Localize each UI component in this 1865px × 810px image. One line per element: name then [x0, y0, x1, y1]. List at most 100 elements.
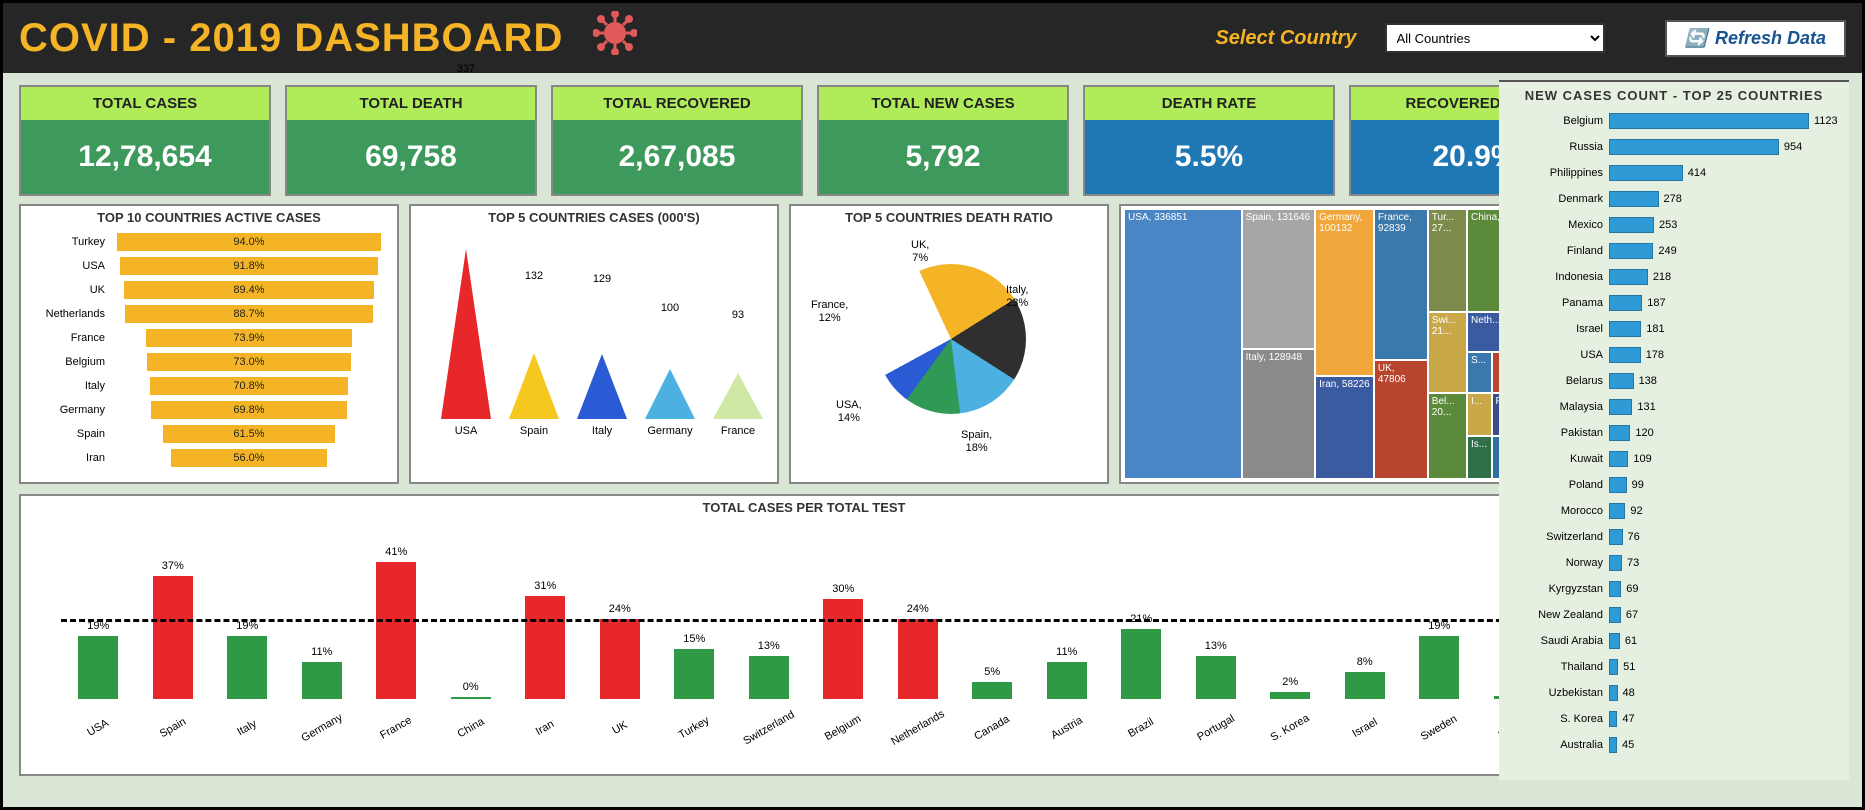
cone: 100Germany [645, 369, 695, 419]
bar-value: 67 [1621, 609, 1638, 621]
bar-value: 109 [1628, 453, 1651, 465]
bar-label: Portugal [1178, 703, 1253, 753]
country-label: Switzerland [1499, 531, 1609, 543]
country-label: France [29, 332, 109, 344]
bar-value: 70.8% [233, 380, 264, 392]
new-case-row: Finland 249 [1499, 239, 1849, 263]
bar [1609, 139, 1779, 155]
bar-value: 120 [1630, 427, 1653, 439]
refresh-button[interactable]: 🔄 Refresh Data [1665, 20, 1846, 57]
new-case-row: Philippines 414 [1499, 161, 1849, 185]
pie-label: USA,14% [836, 399, 862, 425]
refresh-label: Refresh Data [1715, 28, 1826, 49]
bar: 70.8% [150, 377, 348, 395]
country-select[interactable]: All Countries [1385, 23, 1605, 53]
new-case-row: Morocco92 [1499, 499, 1849, 523]
bar [1609, 269, 1648, 285]
country-label: Philippines [1499, 167, 1609, 179]
country-label: Kyrgyzstan [1499, 583, 1609, 595]
bar: 73.0% [147, 353, 351, 371]
kpi-value: 69,758 [287, 120, 535, 194]
bar-value: 954 [1779, 141, 1802, 153]
active-case-row: USA91.8% [29, 255, 389, 277]
country-label: Pakistan [1499, 427, 1609, 439]
bar-label: Netherlands [880, 703, 955, 753]
bar-value: 45 [1617, 739, 1634, 751]
virus-icon [593, 11, 637, 65]
test-bar: 30%Belgium [823, 599, 863, 699]
bar: 56.0% [171, 449, 328, 467]
country-label: Germany [29, 404, 109, 416]
treemap-cell: Spain, 131646 [1242, 209, 1316, 349]
bar-value: 278 [1659, 193, 1682, 205]
treemap-cell: Is... [1467, 436, 1492, 479]
total-test-title: TOTAL CASES PER TOTAL TEST [21, 496, 1587, 519]
test-bar: 24%UK [600, 619, 640, 699]
refresh-icon: 🔄 [1685, 28, 1707, 49]
bar-value: 414 [1683, 167, 1706, 179]
bar-value: 61 [1620, 635, 1637, 647]
country-label: Belgium [29, 356, 109, 368]
new-case-row: Belarus138 [1499, 369, 1849, 393]
bar-value: 37% [153, 560, 193, 572]
treemap-cell: Iran, 58226 [1315, 376, 1374, 479]
top5-cases-title: TOP 5 COUNTRIES CASES (000'S) [411, 206, 777, 229]
bar-value: 249 [1653, 245, 1676, 257]
treemap-cell: Tur... 27... [1428, 209, 1467, 312]
new-case-row: Poland 99 [1499, 473, 1849, 497]
bar-value: 76 [1623, 531, 1640, 543]
country-label: S. Korea [1499, 713, 1609, 725]
pie-label: Spain,18% [961, 429, 992, 455]
country-label: Poland [1499, 479, 1609, 491]
new-case-row: New Zealand 67 [1499, 603, 1849, 627]
cone: 93France [713, 372, 763, 419]
bar [1609, 113, 1809, 129]
bar: 69.8% [151, 401, 346, 419]
country-label: Morocco [1499, 505, 1609, 517]
bar: 73.9% [146, 329, 353, 347]
bar-value: 24% [600, 603, 640, 615]
bar [1609, 425, 1630, 441]
country-label: Thailand [1499, 661, 1609, 673]
bar-value: 69.8% [233, 404, 264, 416]
bar-label: France [359, 703, 434, 753]
test-bar: 19%Sweden [1419, 636, 1459, 699]
country-label: Panama [1499, 297, 1609, 309]
top10-active-panel: TOP 10 COUNTRIES ACTIVE CASES Turkey94.0… [19, 204, 399, 484]
active-case-row: Spain61.5% [29, 423, 389, 445]
new-case-row: Mexico253 [1499, 213, 1849, 237]
bar [1609, 451, 1628, 467]
new-case-row: USA178 [1499, 343, 1849, 367]
new-case-row: Israel181 [1499, 317, 1849, 341]
bar-value: 13% [1196, 640, 1236, 652]
bar-value: 253 [1654, 219, 1677, 231]
bar-value: 99 [1627, 479, 1644, 491]
bar-value: 11% [302, 646, 342, 658]
country-label: Russia [1499, 141, 1609, 153]
test-bar: 13%Portugal [1196, 656, 1236, 699]
bar-value: 187 [1642, 297, 1665, 309]
new-case-row: Malaysia131 [1499, 395, 1849, 419]
active-case-row: Netherlands88.7% [29, 303, 389, 325]
treemap-cell: UK, 47806 [1374, 360, 1428, 479]
bar-value: 11% [1047, 646, 1087, 658]
country-label: Uzbekistan [1499, 687, 1609, 699]
bar-value: 2% [1270, 676, 1310, 688]
cone-label: Germany [645, 425, 695, 437]
bar-value: 73.9% [233, 332, 264, 344]
country-label: Finland [1499, 245, 1609, 257]
new-case-row: Belgium 1123 [1499, 109, 1849, 133]
country-label: Belgium [1499, 115, 1609, 127]
new-case-row: Norway73 [1499, 551, 1849, 575]
bar [1609, 737, 1617, 753]
pie-label: Italy,23% [1006, 284, 1028, 310]
bar-value: 51 [1618, 661, 1635, 673]
bar-value: 1123 [1809, 115, 1838, 127]
bar-value: 48 [1618, 687, 1635, 699]
bar [1609, 477, 1627, 493]
bar-label: Switzerland [731, 703, 806, 753]
country-label: New Zealand [1499, 609, 1609, 621]
bar [1609, 659, 1618, 675]
test-bar: 19%Italy [227, 636, 267, 699]
new-case-row: S. Korea47 [1499, 707, 1849, 731]
